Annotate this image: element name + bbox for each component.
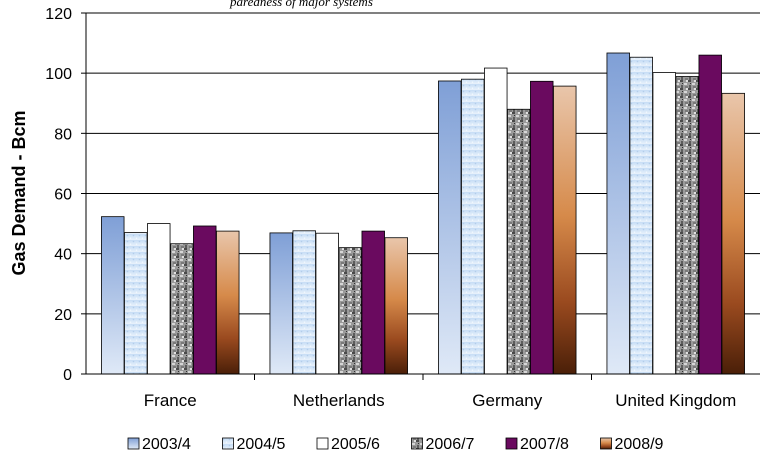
legend-swatch <box>411 437 423 450</box>
bar-netherlands-2003-4 <box>269 232 293 375</box>
y-tick-label: 20 <box>54 307 72 324</box>
legend-swatch <box>505 437 518 450</box>
legend-label: 2006/7 <box>426 436 475 453</box>
y-tick-label: 0 <box>63 367 72 384</box>
bar-germany-2005-6 <box>484 67 508 375</box>
bar-germany-2003-4 <box>438 80 462 375</box>
legend-swatch <box>600 437 612 450</box>
category-label: France <box>144 391 197 410</box>
y-axis-title: Gas Demand - Bcm <box>9 110 29 275</box>
bar-netherlands-2005-6 <box>315 232 339 375</box>
bars <box>101 52 745 375</box>
bar-netherlands-2007-8 <box>361 230 385 375</box>
bar-united-kingdom-2006-7 <box>675 76 699 375</box>
bar-united-kingdom-2007-8 <box>698 54 722 375</box>
bar-netherlands-2008-9 <box>384 237 408 375</box>
bar-germany-2008-9 <box>553 85 577 375</box>
category-label: United Kingdom <box>615 391 736 410</box>
bar-netherlands-2006-7 <box>338 247 362 375</box>
legend-label: 2008/9 <box>615 436 664 453</box>
category-label: Germany <box>472 391 542 410</box>
bar-germany-2007-8 <box>530 80 554 375</box>
bar-germany-2004-5 <box>461 78 485 375</box>
bar-united-kingdom-2008-9 <box>721 92 745 375</box>
bar-germany-2006-7 <box>507 108 531 375</box>
bar-france-2007-8 <box>193 225 217 375</box>
bar-united-kingdom-2005-6 <box>652 72 676 375</box>
legend: 2003/4 2004/5 2005/6 2006/7 2007/8 2008/9 <box>127 436 664 453</box>
y-tick-label: 60 <box>54 187 72 204</box>
legend-label: 2003/4 <box>142 436 191 453</box>
legend-label: 2005/6 <box>331 436 380 453</box>
legend-label: 2004/5 <box>237 436 286 453</box>
legend-label: 2007/8 <box>520 436 569 453</box>
legend-swatch <box>127 437 140 450</box>
bar-france-2005-6 <box>147 223 171 375</box>
bar-france-2004-5 <box>124 232 148 375</box>
cropped-header-text: paredness of major systems <box>229 0 373 9</box>
y-tick-label: 120 <box>45 6 72 23</box>
category-label: Netherlands <box>293 391 385 410</box>
bar-france-2008-9 <box>216 230 240 375</box>
bar-france-2006-7 <box>170 243 194 375</box>
bar-france-2003-4 <box>101 216 125 375</box>
y-tick-label: 40 <box>54 247 72 264</box>
category-labels: France Netherlands Germany United Kingdom <box>144 374 736 410</box>
bar-netherlands-2004-5 <box>292 230 316 375</box>
y-tick-label: 80 <box>54 126 72 143</box>
legend-swatch <box>316 437 329 450</box>
bar-united-kingdom-2004-5 <box>629 56 653 375</box>
legend-swatch <box>222 437 234 450</box>
y-tick-labels: 0 20 40 60 80 100 120 <box>45 6 86 384</box>
bar-united-kingdom-2003-4 <box>606 52 630 375</box>
y-tick-label: 100 <box>45 66 72 83</box>
